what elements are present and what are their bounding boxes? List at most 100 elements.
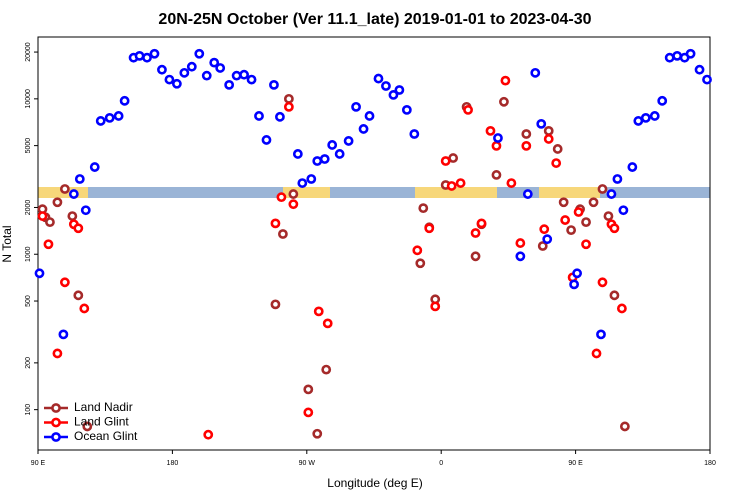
- x-tick-label: 180: [704, 460, 716, 467]
- point: [270, 218, 281, 229]
- point: [618, 205, 629, 216]
- point: [119, 95, 130, 106]
- point: [493, 133, 503, 143]
- point: [283, 93, 294, 104]
- point: [573, 207, 584, 217]
- point: [312, 428, 323, 439]
- point: [591, 348, 602, 359]
- point: [418, 203, 429, 214]
- point: [278, 229, 288, 239]
- point: [288, 189, 299, 199]
- point: [470, 228, 481, 238]
- point: [515, 251, 526, 262]
- point: [89, 162, 100, 172]
- x-tick-label: 90 W: [299, 460, 316, 467]
- point: [551, 158, 562, 168]
- legend-label: Land Nadir: [74, 400, 133, 414]
- point: [43, 239, 54, 250]
- point: [506, 178, 517, 188]
- point: [530, 67, 541, 78]
- point: [52, 197, 63, 208]
- point: [522, 189, 533, 199]
- point: [430, 301, 441, 312]
- point: [597, 277, 608, 288]
- y-tick-label: 10000: [25, 89, 32, 109]
- point: [82, 421, 93, 432]
- point: [322, 318, 333, 329]
- point: [313, 306, 324, 317]
- point: [552, 144, 563, 154]
- point: [358, 124, 369, 134]
- point: [164, 74, 175, 85]
- point: [448, 153, 459, 163]
- x-axis-label: Longitude (deg E): [327, 476, 422, 490]
- point: [596, 329, 606, 340]
- point: [415, 258, 426, 269]
- point: [37, 211, 48, 221]
- point: [569, 279, 580, 290]
- chart-title: 20N-25N October (Ver 11.1_late) 2019-01-…: [158, 11, 591, 28]
- point: [186, 61, 197, 72]
- point: [79, 303, 90, 314]
- point: [270, 299, 281, 310]
- x-tick-label: 90 E: [568, 460, 583, 467]
- point: [572, 268, 582, 279]
- point: [275, 111, 285, 122]
- point: [142, 52, 152, 63]
- point: [194, 48, 205, 59]
- point: [288, 199, 299, 210]
- point: [685, 48, 696, 59]
- point: [537, 241, 548, 251]
- point: [171, 78, 182, 89]
- legend-marker: [51, 432, 61, 442]
- point: [409, 129, 420, 139]
- point: [491, 170, 502, 180]
- point: [303, 384, 314, 395]
- point: [581, 217, 591, 228]
- band-blue: [330, 187, 415, 198]
- point: [59, 184, 70, 194]
- point: [104, 112, 115, 123]
- point: [440, 156, 451, 166]
- point: [297, 178, 308, 188]
- point: [343, 136, 354, 146]
- point: [224, 79, 235, 90]
- x-tick-label: 0: [439, 460, 443, 467]
- point: [476, 218, 487, 229]
- point: [627, 162, 638, 172]
- y-tick-label: 20000: [25, 42, 32, 62]
- y-axis-label: N Total: [0, 225, 14, 262]
- point: [609, 290, 620, 301]
- point: [581, 239, 591, 250]
- point: [606, 189, 617, 199]
- point: [536, 118, 547, 129]
- point: [68, 189, 79, 199]
- point: [312, 156, 323, 166]
- y-tick-label: 200: [25, 357, 32, 369]
- band-blue: [600, 187, 710, 198]
- point: [276, 192, 287, 203]
- point: [321, 364, 332, 375]
- point: [500, 75, 511, 86]
- point: [485, 125, 496, 136]
- point: [149, 48, 160, 59]
- point: [401, 104, 412, 115]
- point: [649, 111, 660, 121]
- point: [543, 125, 554, 136]
- point: [633, 116, 644, 126]
- point: [640, 112, 651, 123]
- point: [157, 64, 167, 75]
- point: [261, 135, 272, 145]
- point: [597, 184, 608, 194]
- point: [603, 211, 614, 221]
- legend-label: Ocean Glint: [74, 429, 138, 443]
- point: [254, 111, 264, 121]
- band-blue: [88, 187, 283, 198]
- point: [34, 268, 45, 279]
- point: [67, 211, 78, 221]
- point: [609, 223, 620, 234]
- point: [539, 224, 550, 235]
- point: [351, 101, 361, 112]
- point: [201, 70, 212, 81]
